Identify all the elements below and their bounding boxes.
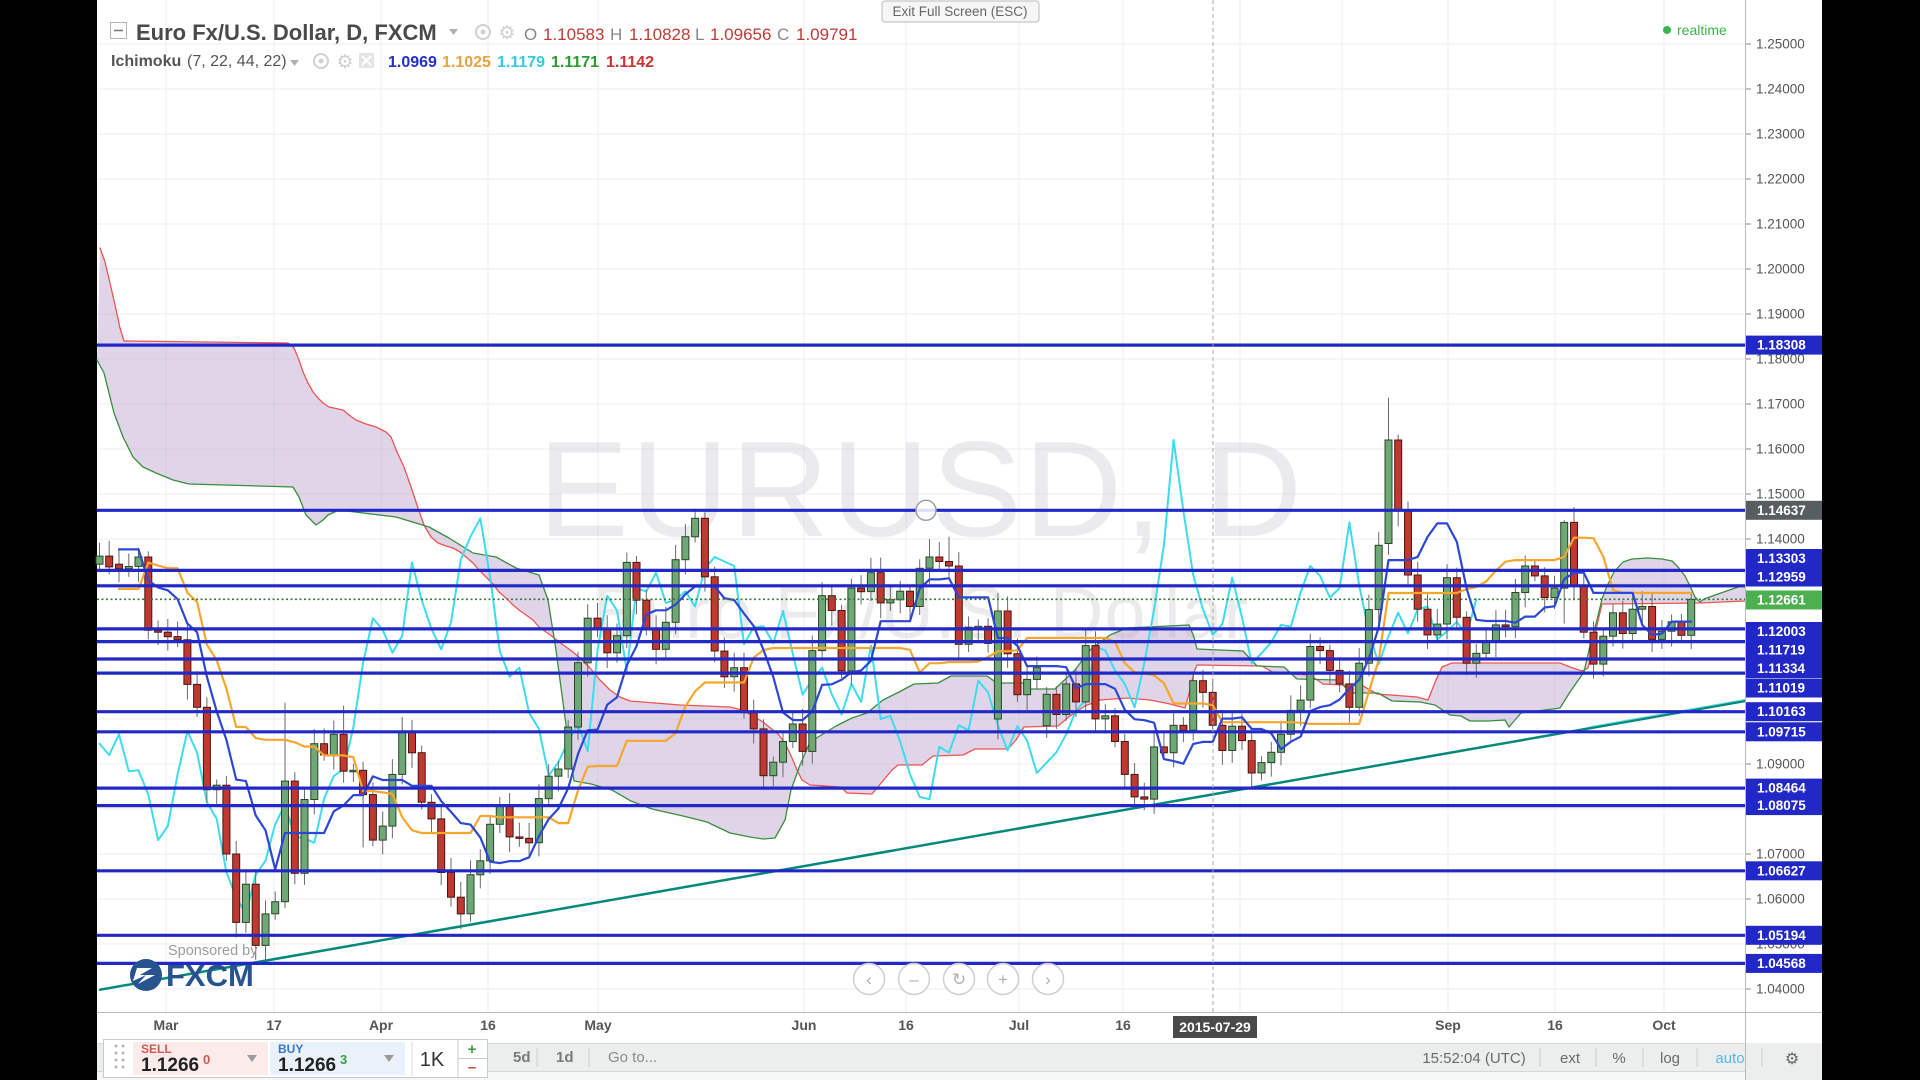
svg-text:1.16000: 1.16000 <box>1756 442 1805 457</box>
svg-text:1.09000: 1.09000 <box>1756 757 1805 772</box>
svg-text:16: 16 <box>898 1017 914 1033</box>
svg-text:2015-07-29: 2015-07-29 <box>1179 1019 1251 1035</box>
svg-text:1.22000: 1.22000 <box>1756 172 1805 187</box>
svg-text:1d: 1d <box>556 1049 574 1066</box>
svg-text:1K: 1K <box>420 1049 445 1071</box>
svg-text:1.21000: 1.21000 <box>1756 217 1805 232</box>
svg-text:1.10828: 1.10828 <box>629 25 690 44</box>
svg-text:EURUSD, D: EURUSD, D <box>538 413 1304 565</box>
svg-text:1.14000: 1.14000 <box>1756 532 1805 547</box>
svg-text:H: H <box>610 25 622 44</box>
svg-text:1.1179: 1.1179 <box>497 54 545 71</box>
svg-text:1.17000: 1.17000 <box>1756 397 1805 412</box>
svg-text:Mar: Mar <box>154 1017 179 1033</box>
svg-text:1.11719: 1.11719 <box>1757 643 1805 658</box>
svg-text:1.09656: 1.09656 <box>710 25 771 44</box>
svg-text:1.09715: 1.09715 <box>1757 724 1806 739</box>
svg-text:1.08464: 1.08464 <box>1757 781 1806 796</box>
svg-text:Sponsored by: Sponsored by <box>168 943 258 959</box>
svg-text:ext: ext <box>1560 1050 1581 1067</box>
svg-text:May: May <box>584 1017 611 1033</box>
svg-text:16: 16 <box>1547 1017 1563 1033</box>
svg-text:0: 0 <box>203 1052 210 1067</box>
svg-text:–: – <box>909 970 919 989</box>
svg-text:Jul: Jul <box>1009 1017 1029 1033</box>
svg-text:1.0969: 1.0969 <box>388 54 437 71</box>
svg-text:15:52:04 (UTC): 15:52:04 (UTC) <box>1422 1050 1525 1067</box>
svg-text:1.23000: 1.23000 <box>1756 127 1805 142</box>
svg-text:BUY: BUY <box>278 1042 303 1056</box>
svg-text:›: › <box>1045 970 1051 989</box>
svg-text:⚙: ⚙ <box>1785 1051 1799 1068</box>
svg-text:3: 3 <box>340 1052 347 1067</box>
svg-text:1.12959: 1.12959 <box>1757 570 1806 585</box>
svg-text:(7, 22, 44, 22): (7, 22, 44, 22) <box>187 53 287 70</box>
svg-text:1.07000: 1.07000 <box>1756 847 1805 862</box>
svg-text:1.06000: 1.06000 <box>1756 892 1805 907</box>
svg-text:Go to...: Go to... <box>608 1049 657 1066</box>
svg-text:1.06627: 1.06627 <box>1757 863 1806 878</box>
svg-text:1.11019: 1.11019 <box>1757 681 1805 696</box>
svg-text:1.12003: 1.12003 <box>1757 624 1806 639</box>
svg-text:1.05194: 1.05194 <box>1757 928 1806 943</box>
svg-text:⚙: ⚙ <box>336 52 353 73</box>
svg-text:Euro Fx/U.S. Dollar, D, FXCM: Euro Fx/U.S. Dollar, D, FXCM <box>136 20 437 45</box>
svg-text:1.12661: 1.12661 <box>1757 593 1806 608</box>
svg-text:Sep: Sep <box>1435 1017 1461 1033</box>
svg-text:%: % <box>1612 1050 1625 1067</box>
svg-text:1.04568: 1.04568 <box>1757 956 1806 971</box>
svg-text:17: 17 <box>266 1017 282 1033</box>
svg-text:1.1171: 1.1171 <box>551 54 599 71</box>
svg-text:C: C <box>777 25 789 44</box>
svg-text:–: – <box>468 1059 476 1076</box>
svg-text:auto: auto <box>1715 1050 1744 1067</box>
svg-text:1.19000: 1.19000 <box>1756 307 1805 322</box>
svg-text:1.13303: 1.13303 <box>1757 551 1806 566</box>
svg-text:1.18308: 1.18308 <box>1757 338 1806 353</box>
svg-text:+: + <box>998 970 1008 989</box>
svg-text:1.11334: 1.11334 <box>1757 661 1806 676</box>
svg-text:log: log <box>1660 1050 1680 1067</box>
svg-text:L: L <box>695 25 704 44</box>
svg-text:realtime: realtime <box>1677 22 1727 38</box>
svg-text:1.25000: 1.25000 <box>1756 37 1805 52</box>
svg-text:16: 16 <box>480 1017 496 1033</box>
svg-text:1.04000: 1.04000 <box>1756 982 1805 997</box>
svg-text:1.1266: 1.1266 <box>141 1055 199 1076</box>
svg-text:↻: ↻ <box>952 970 966 989</box>
svg-text:O: O <box>524 25 537 44</box>
svg-text:+: + <box>468 1041 477 1058</box>
svg-text:1.09791: 1.09791 <box>796 25 857 44</box>
svg-text:1.1142: 1.1142 <box>606 54 654 71</box>
svg-text:⚙: ⚙ <box>498 23 515 44</box>
svg-text:1.14637: 1.14637 <box>1757 503 1806 518</box>
svg-text:1.20000: 1.20000 <box>1756 262 1805 277</box>
svg-text:1.24000: 1.24000 <box>1756 82 1805 97</box>
svg-text:1.08075: 1.08075 <box>1757 798 1806 813</box>
svg-text:1.10583: 1.10583 <box>543 25 604 44</box>
svg-text:Exit Full Screen (ESC): Exit Full Screen (ESC) <box>892 4 1027 19</box>
svg-text:1.18000: 1.18000 <box>1756 352 1805 367</box>
svg-text:Oct: Oct <box>1652 1017 1676 1033</box>
svg-text:5d: 5d <box>513 1049 531 1066</box>
svg-text:1.15000: 1.15000 <box>1756 487 1805 502</box>
svg-text:1.10163: 1.10163 <box>1757 704 1806 719</box>
svg-text:‹: ‹ <box>866 970 872 989</box>
svg-text:1.1266: 1.1266 <box>278 1055 336 1076</box>
svg-text:Ichimoku: Ichimoku <box>111 53 181 70</box>
svg-text:FXCM: FXCM <box>166 958 254 993</box>
svg-text:Jun: Jun <box>792 1017 817 1033</box>
svg-text:1.1025: 1.1025 <box>442 54 491 71</box>
svg-text:Apr: Apr <box>369 1017 394 1033</box>
svg-text:SELL: SELL <box>141 1042 172 1056</box>
svg-text:16: 16 <box>1115 1017 1131 1033</box>
